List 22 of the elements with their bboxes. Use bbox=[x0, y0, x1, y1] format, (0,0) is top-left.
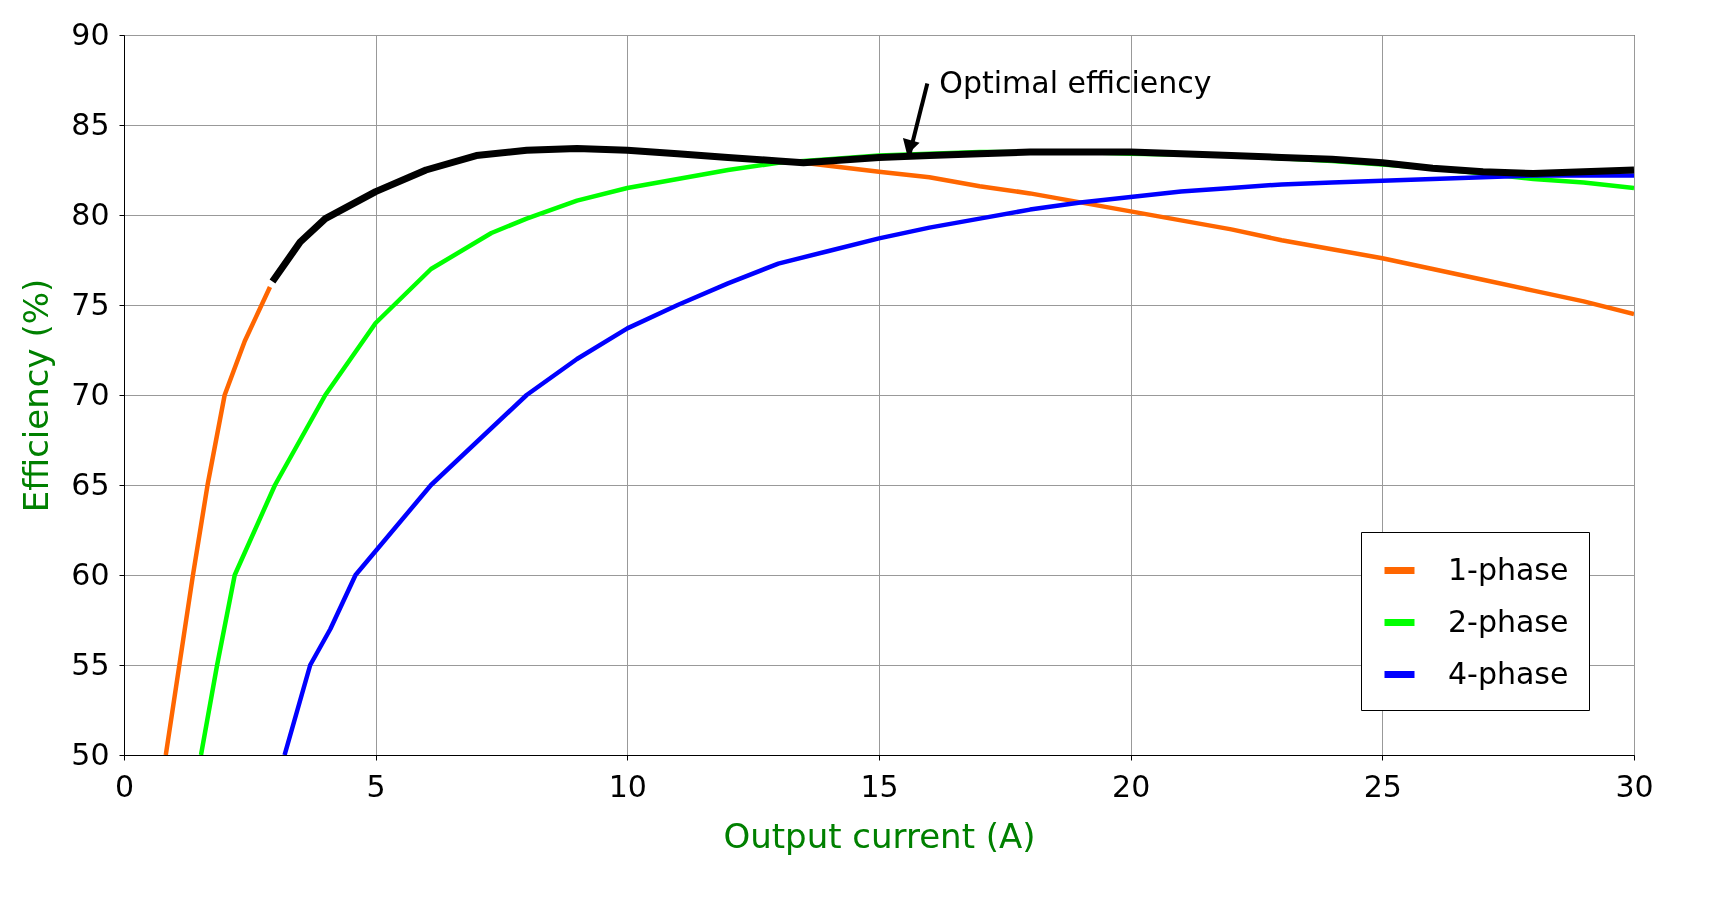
y-tick-label: 70 bbox=[71, 376, 110, 412]
x-tick-label: 5 bbox=[366, 768, 386, 804]
legend-label: 4-phase bbox=[1448, 655, 1569, 691]
x-tick-label: 25 bbox=[1363, 768, 1402, 804]
y-tick-label: 80 bbox=[71, 196, 110, 232]
y-tick-label: 50 bbox=[71, 736, 110, 772]
x-axis-title: Output current (A) bbox=[723, 815, 1036, 856]
x-tick-label: 10 bbox=[608, 768, 647, 804]
y-tick-label: 60 bbox=[71, 556, 110, 592]
x-tick-label: 20 bbox=[1112, 768, 1151, 804]
y-tick-label: 75 bbox=[71, 286, 110, 322]
y-tick-label: 85 bbox=[71, 106, 110, 142]
x-tick-label: 15 bbox=[860, 768, 899, 804]
x-tick-label: 0 bbox=[114, 768, 135, 804]
legend-label: 2-phase bbox=[1448, 603, 1569, 639]
annotation: Optimal efficiency bbox=[939, 64, 1212, 100]
y-tick-label: 90 bbox=[71, 16, 110, 52]
y-axis-title: Efficiency (%) bbox=[16, 278, 57, 513]
y-tick-label: 55 bbox=[71, 646, 110, 682]
legend-label: 1-phase bbox=[1448, 551, 1569, 587]
y-tick-label: 65 bbox=[71, 466, 110, 502]
x-tick-label: 30 bbox=[1615, 768, 1654, 804]
